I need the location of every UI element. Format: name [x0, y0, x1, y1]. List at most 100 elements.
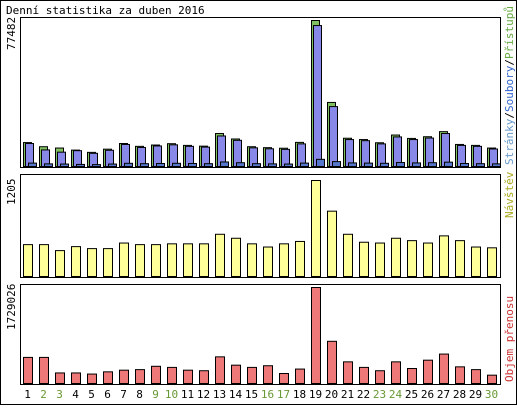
x-tick-label-day-14: 14	[229, 388, 243, 401]
x-tick-label-day-23: 23	[373, 388, 386, 401]
bar-hits-s2-day-20	[332, 161, 341, 168]
bar-traffic-day-11	[183, 369, 193, 385]
bar-hits-s2-day-7	[124, 162, 133, 168]
bar-hits-s2-day-5	[92, 164, 101, 168]
x-tick-label-day-2: 2	[40, 388, 47, 401]
bar-visits-day-1	[23, 244, 33, 278]
bar-hits-s2-day-13	[220, 161, 229, 168]
x-tick-label-day-29: 29	[469, 388, 482, 401]
bar-hits-s2-day-9	[156, 162, 165, 168]
x-tick-label-day-26: 26	[421, 388, 434, 401]
bar-hits-s2-day-15	[252, 163, 261, 168]
visits-ymax-label: 1205	[5, 179, 18, 206]
bar-hits-s2-day-18	[300, 162, 309, 168]
legend-pristupu: Přístupů	[503, 6, 516, 59]
bar-visits-day-6	[103, 248, 113, 277]
bar-traffic-day-26	[423, 359, 433, 384]
legend-sep-1: /	[503, 112, 516, 119]
panel-hits-frame	[20, 17, 501, 168]
bar-traffic-day-2	[39, 356, 49, 385]
bar-traffic-day-17	[279, 373, 289, 384]
hits-legend: Stránky/Soubory/Přístupů	[503, 6, 516, 165]
bar-hits-s1-day-19	[313, 25, 322, 168]
bar-traffic-day-15	[247, 366, 257, 384]
bar-traffic-day-21	[343, 361, 353, 385]
bar-hits-s1-day-20	[329, 106, 338, 167]
bar-visits-day-8	[135, 244, 145, 278]
bar-traffic-day-19	[311, 287, 321, 384]
bar-hits-s2-day-19	[316, 158, 325, 168]
bar-traffic-day-8	[135, 369, 145, 385]
x-axis-labels: 1 2 3 4 5 6 7 8 9 10 11 12 13 14 15 16 17 18 19 20 21 22 23 24 2…	[24, 388, 498, 401]
bar-visits-day-15	[247, 243, 257, 278]
bar-visits-day-26	[423, 242, 433, 277]
bar-hits-s2-day-1	[28, 162, 37, 168]
bar-hits-s2-day-26	[428, 162, 437, 168]
x-tick-label-day-6: 6	[104, 388, 111, 401]
bar-traffic-day-12	[199, 370, 209, 384]
bar-hits-s2-day-11	[188, 162, 197, 168]
bar-visits-day-10	[167, 243, 177, 278]
bar-visits-day-7	[119, 242, 129, 277]
legend-prenosy: Objem přenosu	[503, 296, 516, 382]
bar-hits-s2-day-12	[204, 163, 213, 168]
bar-traffic-day-30	[487, 374, 497, 384]
bar-traffic-day-20	[327, 340, 337, 384]
bar-hits-s2-day-4	[76, 163, 85, 168]
bar-hits-s2-day-23	[380, 162, 389, 168]
bar-visits-day-24	[391, 237, 401, 278]
bar-hits-s2-day-16	[268, 163, 277, 168]
x-tick-label-day-19: 19	[309, 388, 322, 401]
bar-traffic-day-18	[295, 368, 305, 384]
x-tick-label-day-4: 4	[72, 388, 79, 401]
bar-traffic-day-6	[103, 371, 113, 385]
x-tick-label-day-9: 9	[152, 388, 159, 401]
bar-traffic-day-25	[407, 368, 417, 385]
legend-navstevy: Návštěv	[503, 171, 516, 218]
bar-visits-day-27	[439, 235, 449, 277]
x-tick-label-day-10: 10	[165, 388, 178, 401]
x-tick-label-day-11: 11	[181, 388, 194, 401]
bar-hits-s2-day-25	[412, 162, 421, 168]
x-tick-label-day-12: 12	[197, 388, 210, 401]
bar-visits-day-9	[151, 244, 161, 278]
bar-hits-s2-day-14	[236, 162, 245, 168]
bar-visits-day-18	[295, 240, 305, 278]
bar-hits-s2-day-8	[140, 163, 149, 168]
bar-hits-s2-day-24	[396, 162, 405, 168]
x-tick-label-day-20: 20	[325, 388, 338, 401]
bar-visits-day-21	[343, 233, 353, 278]
x-tick-label-day-8: 8	[136, 388, 143, 401]
bar-traffic-day-29	[471, 369, 481, 385]
bar-visits-day-14	[231, 237, 241, 278]
bar-traffic-day-22	[359, 366, 369, 384]
x-tick-label-day-25: 25	[405, 388, 418, 401]
bar-traffic-day-28	[455, 366, 465, 385]
bar-visits-day-25	[407, 240, 417, 278]
bar-visits-day-4	[71, 246, 81, 277]
bar-traffic-day-4	[71, 372, 81, 385]
bar-hits-s2-day-17	[284, 163, 293, 168]
bar-hits-s2-day-22	[364, 162, 373, 168]
bar-visits-day-19	[311, 180, 321, 277]
x-tick-label-day-24: 24	[389, 388, 403, 401]
bar-hits-s2-day-3	[60, 163, 69, 168]
legend-soubory: Soubory	[503, 65, 516, 112]
bar-hits-s2-day-29	[476, 163, 485, 168]
bar-traffic-day-13	[215, 356, 225, 384]
bar-traffic-day-10	[167, 366, 177, 384]
bar-hits-s2-day-30	[492, 163, 501, 168]
x-tick-label-day-18: 18	[293, 388, 306, 401]
hits-ymax-label: 77482	[5, 17, 18, 50]
x-tick-label-day-5: 5	[88, 388, 95, 401]
bar-visits-day-28	[455, 240, 465, 278]
x-tick-label-day-22: 22	[357, 388, 370, 401]
bar-traffic-day-5	[87, 373, 97, 384]
bar-traffic-day-1	[23, 356, 33, 385]
bar-traffic-day-3	[55, 372, 65, 385]
bar-hits-s2-day-27	[444, 161, 453, 168]
x-tick-label-day-1: 1	[24, 388, 31, 401]
bar-hits-s2-day-21	[348, 162, 357, 168]
x-tick-label-day-16: 16	[261, 388, 274, 401]
